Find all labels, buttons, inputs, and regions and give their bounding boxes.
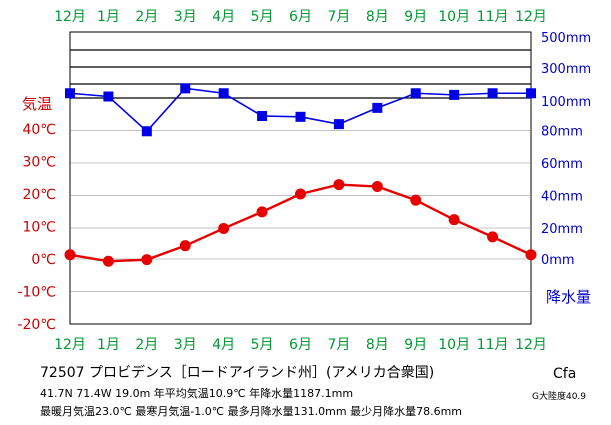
month-label-top: 5月 — [251, 9, 274, 25]
month-label-top: 6月 — [289, 9, 312, 25]
right-axis-tick-label: 60mm — [541, 157, 583, 172]
precipitation-point — [218, 88, 229, 99]
station-coordinates-summary: 41.7N 71.4W 19.0m 年平均気温10.9℃ 年降水量1187.1m… — [40, 387, 354, 400]
precipitation-point — [65, 88, 75, 99]
left-axis-tick-label: 10℃ — [22, 220, 56, 236]
month-label-bottom: 6月 — [289, 337, 312, 353]
temperature-point — [410, 194, 422, 206]
left-axis-tick-label: -20℃ — [17, 317, 56, 333]
precipitation-point — [141, 126, 152, 137]
month-label-top: 3月 — [174, 9, 197, 25]
month-label-top: 11月 — [477, 9, 509, 25]
temperature-point — [179, 240, 191, 252]
month-label-top: 12月 — [54, 9, 86, 25]
temperature-point — [218, 222, 230, 234]
month-label-bottom: 12月 — [515, 337, 547, 353]
left-axis-tick-label: -10℃ — [17, 285, 56, 301]
temperature-point — [487, 231, 499, 243]
left-axis-tick-label: 30℃ — [22, 155, 56, 171]
temperature-point — [141, 254, 153, 266]
station-title: 72507 プロビデンス［ロードアイランド州］(アメリカ合衆国) — [40, 365, 435, 381]
precipitation-point — [487, 88, 498, 99]
temperature-point — [525, 249, 537, 261]
temperature-point — [64, 249, 76, 261]
precipitation-point — [333, 119, 344, 130]
precipitation-point — [295, 111, 306, 122]
month-label-top: 8月 — [366, 9, 389, 25]
month-label-bottom: 3月 — [174, 337, 197, 353]
station-extremes-summary: 最暖月気温23.0℃ 最寒月気温-1.0℃ 最多月降水量131.0mm 最少月降… — [40, 405, 462, 418]
left-axis-tick-label: 20℃ — [22, 187, 56, 203]
month-label-top: 2月 — [135, 9, 158, 25]
left-axis-label: 気温 — [22, 95, 52, 113]
precipitation-point — [180, 83, 191, 94]
right-axis-tick-label: 500mm — [541, 31, 591, 46]
month-label-bottom: 11月 — [477, 337, 509, 353]
temperature-point — [371, 181, 383, 193]
month-label-bottom: 9月 — [404, 337, 427, 353]
month-label-bottom: 5月 — [251, 337, 274, 353]
temperature-point — [333, 179, 345, 191]
right-axis-label: 降水量 — [546, 288, 591, 306]
month-label-top: 1月 — [97, 9, 120, 25]
month-label-top: 7月 — [327, 9, 350, 25]
right-axis-tick-label: 40mm — [541, 190, 583, 205]
right-axis-tick-label: 300mm — [541, 62, 591, 77]
temperature-point — [295, 188, 306, 200]
left-axis-tick-label: 40℃ — [22, 122, 56, 138]
precipitation-point — [449, 89, 460, 100]
right-axis-tick-label: 100mm — [541, 95, 591, 110]
continentality-index: G大陸度40.9 — [532, 392, 587, 402]
month-label-top: 4月 — [212, 9, 235, 25]
month-label-bottom: 10月 — [438, 337, 470, 353]
left-axis-tick-label: 0℃ — [31, 252, 56, 268]
precipitation-point — [257, 111, 268, 121]
month-label-top: 9月 — [404, 9, 427, 25]
plot-frame — [69, 31, 532, 325]
temperature-point — [448, 214, 460, 226]
climate-class: Cfa — [553, 366, 577, 382]
precipitation-point — [372, 102, 383, 113]
precipitation-point — [526, 88, 536, 99]
right-axis-tick-label: 0mm — [541, 253, 575, 268]
precipitation-point — [410, 88, 421, 99]
temperature-point — [102, 255, 114, 267]
month-label-top: 12月 — [515, 9, 547, 25]
temperature-point — [256, 206, 268, 218]
precipitation-line — [69, 87, 531, 133]
month-label-bottom: 8月 — [366, 337, 389, 353]
right-axis-tick-label: 20mm — [541, 222, 583, 237]
month-label-bottom: 12月 — [54, 337, 86, 353]
month-label-bottom: 7月 — [327, 337, 350, 353]
month-label-bottom: 2月 — [135, 337, 158, 353]
month-label-bottom: 1月 — [97, 337, 120, 353]
right-axis-tick-label: 80mm — [541, 125, 583, 140]
month-label-bottom: 4月 — [212, 337, 235, 353]
month-label-top: 10月 — [438, 9, 470, 25]
precipitation-point — [103, 91, 114, 102]
